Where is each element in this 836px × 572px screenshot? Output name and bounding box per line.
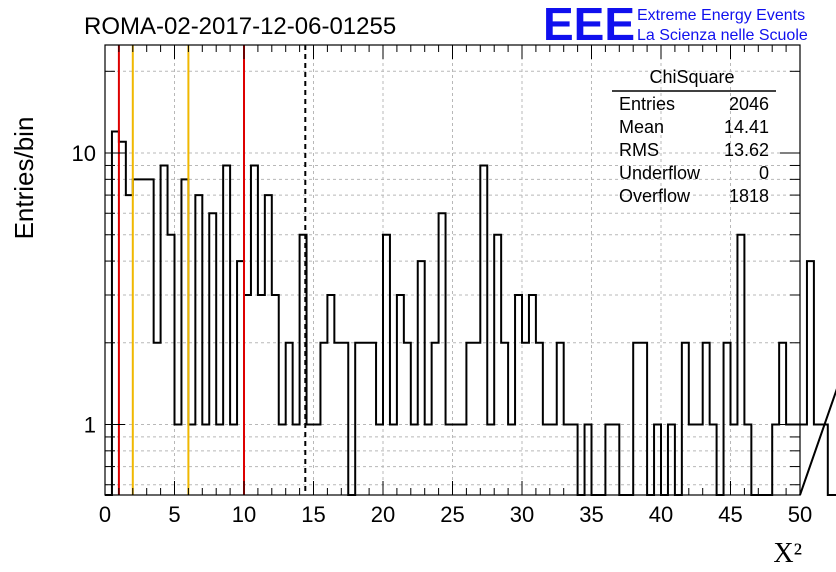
stats-value: 2046 bbox=[729, 94, 769, 114]
histogram-bin bbox=[473, 343, 480, 495]
histogram-outline bbox=[105, 130, 836, 496]
histogram-bin bbox=[501, 343, 508, 495]
histogram-bin bbox=[126, 195, 133, 495]
histogram-bin bbox=[529, 295, 536, 495]
eee-logo: EEE Extreme Energy Events La Scienza nel… bbox=[543, 0, 808, 50]
histogram-bin bbox=[209, 213, 216, 495]
histogram-bin bbox=[140, 179, 147, 495]
axis-tick-labels: 0 5 10 15 20 25 30 35 40 45 50 1 10 bbox=[72, 141, 813, 527]
logo-line-2: La Scienza nelle Scuole bbox=[637, 27, 808, 44]
x-tick-label: 15 bbox=[301, 502, 325, 527]
histogram-bin bbox=[466, 343, 473, 495]
stats-value: 14.41 bbox=[724, 117, 769, 137]
reference-lines bbox=[117, 45, 307, 495]
histogram-bin bbox=[737, 235, 744, 495]
histogram-bin bbox=[522, 343, 529, 495]
stats-label: RMS bbox=[619, 140, 659, 160]
histogram-bin bbox=[355, 343, 362, 495]
histogram-bin bbox=[432, 343, 439, 495]
x-tick-label: 0 bbox=[99, 502, 111, 527]
histogram-bin bbox=[439, 213, 446, 495]
x-tick-label: 10 bbox=[232, 502, 256, 527]
histogram-bin bbox=[265, 195, 272, 495]
histogram-bin bbox=[418, 261, 425, 495]
logo-mark: EEE bbox=[543, 0, 635, 50]
histogram-bin bbox=[154, 343, 161, 495]
histogram-bin bbox=[397, 295, 404, 495]
histogram-bin bbox=[237, 261, 244, 495]
stats-box: ChiSquare Entries 2046 Mean 14.41 RMS 13.62 Un… bbox=[612, 67, 776, 206]
y-tick-label: 10 bbox=[72, 141, 96, 166]
histogram-bin bbox=[557, 343, 564, 495]
histogram-bin bbox=[362, 343, 369, 495]
histogram-bin bbox=[223, 165, 230, 495]
histogram-bin bbox=[682, 343, 689, 495]
histogram-bin bbox=[640, 343, 647, 495]
logo-line-1: Extreme Energy Events bbox=[637, 7, 805, 24]
x-tick-label: 25 bbox=[440, 502, 464, 527]
stats-label: Entries bbox=[619, 94, 675, 114]
histogram-bin bbox=[168, 235, 175, 495]
stats-value: 1818 bbox=[729, 186, 769, 206]
histogram-bin bbox=[133, 179, 140, 495]
histogram-bin bbox=[404, 343, 411, 495]
x-tick-label: 30 bbox=[510, 502, 534, 527]
histogram-bars bbox=[105, 130, 836, 496]
x-tick-label: 40 bbox=[649, 502, 673, 527]
histogram-bin bbox=[286, 343, 293, 495]
histogram-bin bbox=[251, 165, 258, 495]
stats-label: Overflow bbox=[619, 186, 691, 206]
grid bbox=[105, 45, 800, 495]
histogram-bin bbox=[369, 343, 376, 495]
chart-title: ROMA-02-2017-12-06-01255 bbox=[84, 13, 396, 40]
stats-value: 0 bbox=[759, 163, 769, 183]
x-tick-label: 35 bbox=[579, 502, 603, 527]
stats-label: Underflow bbox=[619, 163, 701, 183]
histogram-bin bbox=[779, 343, 786, 495]
histogram-bin bbox=[341, 343, 348, 495]
x-axis-title: X² bbox=[773, 538, 802, 569]
stats-value: 13.62 bbox=[724, 140, 769, 160]
histogram-bin bbox=[480, 165, 487, 495]
x-tick-label: 45 bbox=[718, 502, 742, 527]
x-tick-label: 50 bbox=[788, 502, 812, 527]
stats-rows: Entries 2046 Mean 14.41 RMS 13.62 Underflow 0 Ov… bbox=[619, 94, 769, 206]
histogram-bin bbox=[181, 179, 188, 495]
histogram-bin bbox=[383, 235, 390, 495]
histogram-bin bbox=[515, 295, 522, 495]
x-tick-label: 20 bbox=[371, 502, 395, 527]
histogram-bin bbox=[161, 165, 168, 495]
axis-ticks bbox=[104, 45, 801, 495]
histogram-bin bbox=[320, 343, 327, 495]
histogram-bin bbox=[821, 425, 828, 495]
stats-label: Mean bbox=[619, 117, 664, 137]
histogram-bin bbox=[334, 343, 341, 495]
histogram-bin bbox=[703, 343, 710, 495]
stats-name: ChiSquare bbox=[649, 67, 734, 87]
histogram-bin bbox=[633, 343, 640, 495]
histogram-bin bbox=[327, 295, 334, 495]
y-tick-label: 1 bbox=[84, 413, 96, 438]
histogram-bin bbox=[112, 132, 119, 495]
histogram-bin bbox=[244, 295, 251, 495]
x-tick-label: 5 bbox=[168, 502, 180, 527]
histogram-bin bbox=[724, 343, 731, 495]
histogram-bin bbox=[147, 179, 154, 495]
histogram-bin bbox=[272, 295, 279, 495]
y-axis-title: Entries/bin bbox=[9, 117, 39, 240]
histogram-bin bbox=[258, 295, 265, 495]
histogram-bin bbox=[536, 343, 543, 495]
histogram-bin bbox=[494, 235, 501, 495]
histogram-bin bbox=[195, 195, 202, 495]
